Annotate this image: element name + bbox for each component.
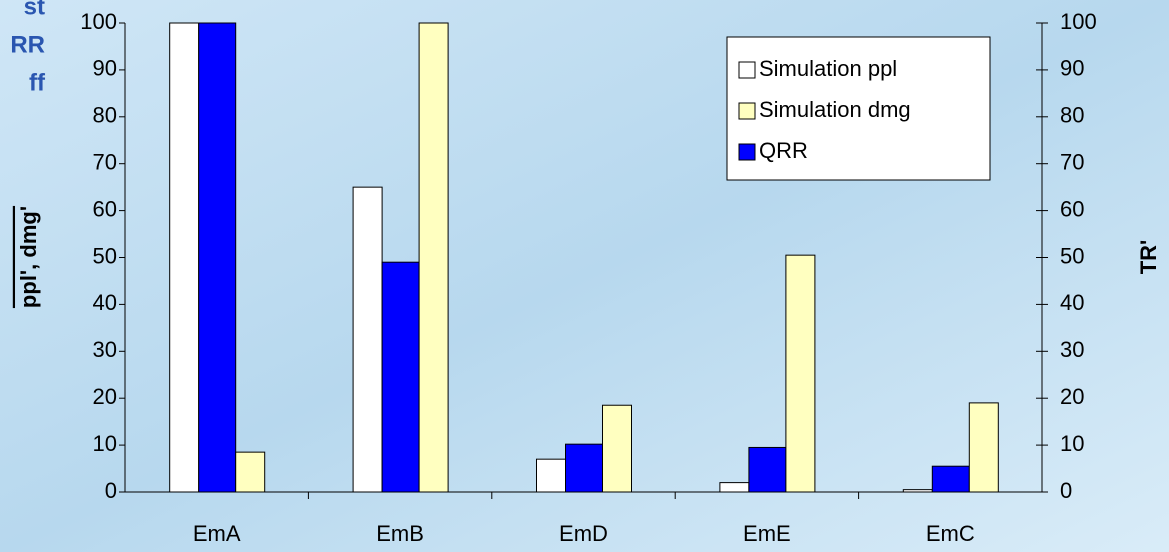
x-tick-label: EmB bbox=[376, 521, 424, 546]
legend-swatch bbox=[738, 102, 756, 120]
bar bbox=[602, 404, 632, 493]
bar bbox=[352, 186, 383, 493]
bar bbox=[931, 465, 970, 493]
bar bbox=[719, 482, 750, 493]
y-tick-label: 80 bbox=[93, 103, 117, 128]
legend-label: Simulation dmg bbox=[759, 97, 911, 122]
y2-tick-label: 30 bbox=[1060, 337, 1084, 362]
y2-tick-label: 0 bbox=[1060, 478, 1072, 503]
bar bbox=[235, 451, 266, 493]
legend-box bbox=[726, 36, 991, 181]
y-tick-label: 50 bbox=[93, 243, 117, 268]
y-tick-label: 100 bbox=[80, 9, 117, 34]
y-tick-label: 40 bbox=[93, 290, 117, 315]
legend-label: QRR bbox=[759, 138, 808, 163]
legend-swatch bbox=[738, 61, 756, 79]
x-tick-label: EmC bbox=[926, 521, 975, 546]
y2-tick-label: 60 bbox=[1060, 196, 1084, 221]
bar bbox=[381, 261, 420, 493]
y2-tick-label: 20 bbox=[1060, 384, 1084, 409]
y2-tick-label: 70 bbox=[1060, 150, 1084, 175]
bar bbox=[198, 22, 237, 493]
bar bbox=[565, 443, 603, 493]
bar bbox=[748, 446, 787, 493]
legend-label: Simulation ppl bbox=[759, 56, 897, 81]
x-tick-label: EmA bbox=[193, 521, 241, 546]
x-tick-label: EmE bbox=[743, 521, 791, 546]
bar bbox=[785, 254, 816, 493]
y2-tick-label: 100 bbox=[1060, 9, 1097, 34]
legend-swatch bbox=[738, 143, 756, 161]
bar bbox=[536, 458, 566, 493]
y-tick-label: 0 bbox=[105, 478, 117, 503]
y-tick-label: 20 bbox=[93, 384, 117, 409]
title-fragment: st bbox=[24, 0, 45, 20]
title-fragment: ff bbox=[29, 69, 46, 96]
y-tick-label: 30 bbox=[93, 337, 117, 362]
y2-axis-label: TR' bbox=[1136, 240, 1161, 275]
y2-tick-label: 10 bbox=[1060, 431, 1084, 456]
x-tick-label: EmD bbox=[559, 521, 608, 546]
y-tick-label: 90 bbox=[93, 56, 117, 81]
title-fragment: RR bbox=[10, 31, 45, 58]
y-tick-label: 70 bbox=[93, 150, 117, 175]
y-axis-label: ppl', dmg' bbox=[16, 206, 41, 308]
bar bbox=[968, 402, 999, 493]
y2-tick-label: 50 bbox=[1060, 243, 1084, 268]
bar bbox=[418, 22, 449, 493]
y2-tick-label: 80 bbox=[1060, 103, 1084, 128]
y-tick-label: 10 bbox=[93, 431, 117, 456]
y2-tick-label: 40 bbox=[1060, 290, 1084, 315]
bar bbox=[169, 22, 200, 493]
y2-tick-label: 90 bbox=[1060, 56, 1084, 81]
y-tick-label: 60 bbox=[93, 196, 117, 221]
